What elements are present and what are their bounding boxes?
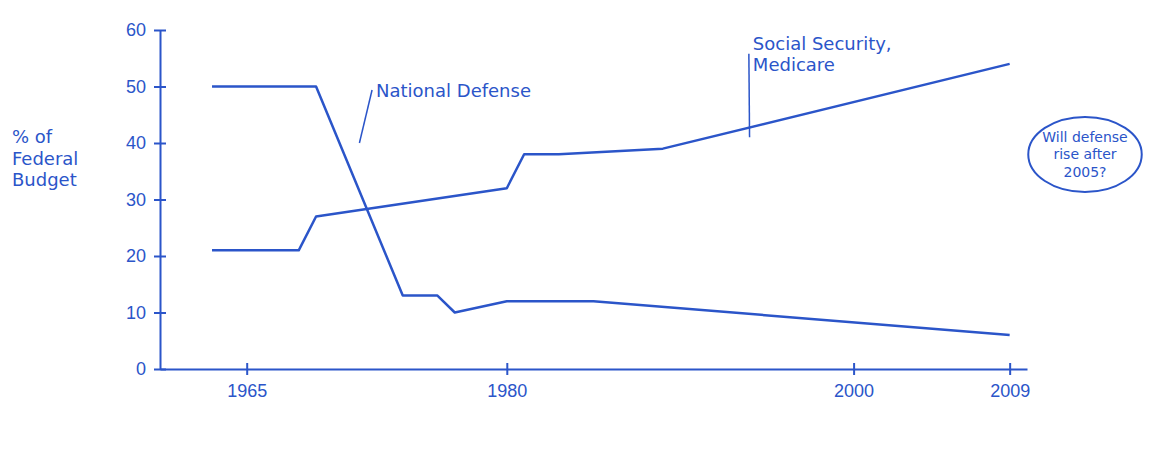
y-tick: 30 (126, 190, 166, 210)
x-tick-mark (1009, 363, 1011, 375)
chart: 1965 1980 2000 2009 0 10 20 30 40 50 60 National De… (0, 0, 1167, 459)
y-tick: 40 (126, 133, 166, 153)
y-tick-label: 40 (126, 133, 146, 153)
x-tick: 1980 (487, 363, 527, 401)
y-tick-label: 0 (136, 359, 146, 379)
x-tick-mark (506, 363, 508, 375)
y-tick: 50 (126, 77, 166, 97)
lines (212, 64, 1010, 335)
y-tick-label: 60 (126, 20, 146, 40)
series-label: National Defense (376, 80, 531, 101)
y-tick-mark (154, 369, 166, 371)
x-axis: 1965 1980 2000 2009 (161, 363, 1031, 401)
x-tick-label: 1980 (487, 381, 527, 401)
y-tick: 10 (126, 303, 166, 323)
series-line (212, 64, 1010, 250)
y-tick-label: 50 (126, 77, 146, 97)
y-tick: 20 (126, 246, 166, 266)
axis-line (161, 369, 1028, 371)
series-label: Social Security,Medicare (753, 33, 892, 75)
y-tick-label: 10 (126, 303, 146, 323)
x-tick-label: 2000 (834, 381, 874, 401)
x-tick-label: 2009 (990, 381, 1030, 401)
x-tick-mark (246, 363, 248, 375)
y-tick-label: 30 (126, 190, 146, 210)
leader-line (359, 90, 372, 143)
y-tick-label: 20 (126, 246, 146, 266)
plot: 1965 1980 2000 2009 0 10 20 30 40 50 60 National De… (126, 20, 1030, 401)
leader-line (748, 54, 750, 138)
series-line (212, 87, 1010, 336)
annotation-circle (1028, 117, 1141, 192)
x-tick: 1965 (227, 363, 267, 401)
annotation: Will defenserise after2005? (1042, 129, 1127, 180)
x-tick-mark (853, 363, 855, 375)
y-tick-mark (154, 86, 166, 88)
x-tick-label: 1965 (227, 381, 267, 401)
y-tick-mark (154, 199, 166, 201)
x-tick: 2000 (834, 363, 874, 401)
y-axis-title: % ofFederalBudget (12, 126, 78, 190)
y-tick-mark (154, 256, 166, 258)
y-tick-mark (154, 312, 166, 314)
y-tick-mark (154, 30, 166, 32)
y-tick: 60 (126, 20, 166, 40)
y-axis: 0 10 20 30 40 50 60 (126, 20, 166, 379)
y-tick: 0 (136, 359, 166, 379)
x-tick: 2009 (990, 363, 1030, 401)
y-tick-mark (154, 143, 166, 145)
